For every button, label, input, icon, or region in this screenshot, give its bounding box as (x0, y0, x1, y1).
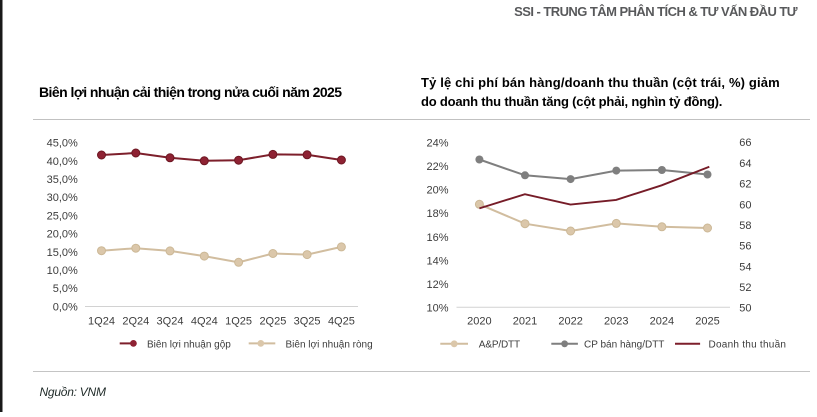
svg-text:2Q25: 2Q25 (259, 316, 286, 328)
svg-text:62: 62 (739, 179, 751, 191)
svg-text:20%: 20% (426, 185, 448, 197)
svg-text:2025: 2025 (695, 316, 719, 328)
svg-text:2020: 2020 (467, 316, 491, 328)
svg-text:52: 52 (739, 282, 751, 294)
svg-text:2022: 2022 (558, 316, 582, 328)
svg-text:CP bán hàng/DTT: CP bán hàng/DTT (584, 340, 664, 351)
svg-text:4Q24: 4Q24 (191, 316, 218, 328)
svg-text:1Q25: 1Q25 (225, 316, 252, 328)
svg-text:3Q24: 3Q24 (157, 316, 184, 328)
svg-text:35,0%: 35,0% (47, 174, 78, 186)
svg-text:54: 54 (739, 261, 751, 273)
svg-text:Biên lợi nhuận gộp: Biên lợi nhuận gộp (147, 340, 231, 351)
svg-text:2Q24: 2Q24 (122, 316, 149, 328)
svg-text:66: 66 (739, 137, 751, 149)
svg-text:60: 60 (739, 199, 751, 211)
svg-text:1Q24: 1Q24 (88, 316, 115, 328)
svg-text:do doanh thu thuần tăng (cột p: do doanh thu thuần tăng (cột phải, nghìn… (421, 94, 722, 109)
svg-text:14%: 14% (426, 255, 448, 267)
svg-text:0,0%: 0,0% (53, 301, 78, 313)
svg-text:56: 56 (739, 241, 751, 253)
svg-text:3Q25: 3Q25 (294, 316, 321, 328)
svg-text:5,0%: 5,0% (53, 283, 78, 295)
svg-text:15,0%: 15,0% (47, 247, 78, 259)
svg-text:2023: 2023 (604, 316, 628, 328)
svg-text:25,0%: 25,0% (47, 210, 78, 222)
svg-text:10,0%: 10,0% (47, 265, 78, 277)
svg-text:18%: 18% (426, 208, 448, 220)
svg-text:50: 50 (739, 303, 751, 315)
svg-text:Nguồn: VNM: Nguồn: VNM (40, 385, 106, 399)
svg-text:Tỷ lệ chi phí bán hàng/doanh t: Tỷ lệ chi phí bán hàng/doanh thu thuần (… (421, 75, 780, 90)
svg-text:10%: 10% (426, 303, 448, 315)
svg-text:20,0%: 20,0% (47, 229, 78, 241)
svg-text:40,0%: 40,0% (47, 156, 78, 168)
svg-text:SSI - TRUNG TÂM PHÂN TÍCH & TƯ: SSI - TRUNG TÂM PHÂN TÍCH & TƯ VẤN ĐẦU T… (514, 4, 798, 19)
svg-text:Biên lợi nhuận ròng: Biên lợi nhuận ròng (286, 340, 373, 351)
svg-text:2024: 2024 (650, 316, 674, 328)
svg-text:24%: 24% (426, 137, 448, 149)
svg-text:30,0%: 30,0% (47, 192, 78, 204)
svg-text:Doanh thu thuần: Doanh thu thuần (709, 339, 787, 351)
svg-text:58: 58 (739, 220, 751, 232)
svg-text:12%: 12% (426, 279, 448, 291)
svg-text:4Q25: 4Q25 (328, 316, 355, 328)
svg-text:45,0%: 45,0% (47, 138, 78, 150)
svg-text:2021: 2021 (513, 316, 537, 328)
svg-text:A&P/DTT: A&P/DTT (479, 340, 520, 351)
svg-text:64: 64 (739, 158, 751, 170)
svg-text:22%: 22% (426, 161, 448, 173)
svg-text:16%: 16% (426, 232, 448, 244)
svg-text:Biên lợi nhuận cải thiện trong: Biên lợi nhuận cải thiện trong nửa cuối … (39, 84, 342, 100)
